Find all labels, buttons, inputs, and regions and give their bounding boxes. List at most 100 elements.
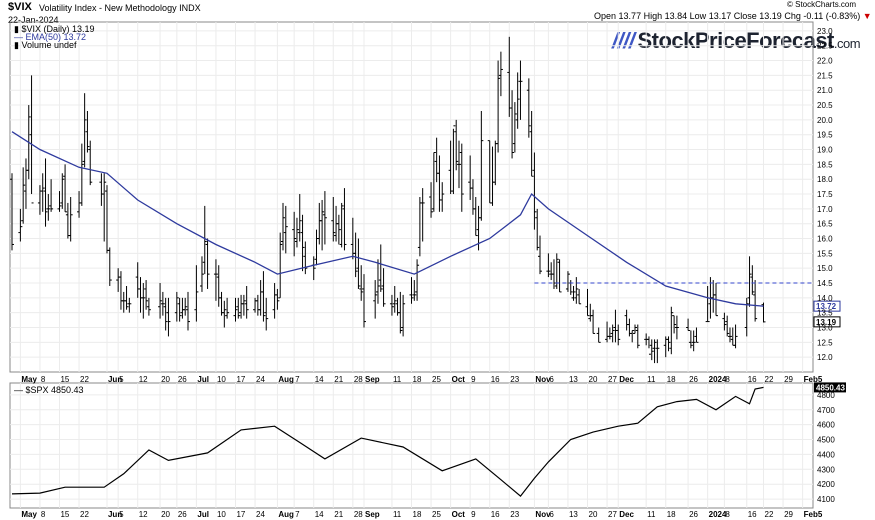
- stockcharts-credit: © StockCharts.com: [787, 0, 857, 9]
- vix-x-tick-label: 24: [256, 375, 265, 384]
- spx-y-tick-label: 4500: [817, 436, 835, 445]
- vix-y-tick-label: 20.5: [817, 101, 833, 110]
- ohlc-bar: [546, 253, 551, 278]
- ohlc-bar: [727, 327, 732, 343]
- ohlc-bar: [429, 182, 434, 218]
- spx-x-tick-label: 11: [393, 510, 402, 519]
- spx-line-group: 4850.43: [11, 382, 846, 497]
- ohlc-bar: [551, 259, 556, 289]
- ohlc-bar: [577, 288, 582, 305]
- ohlc-bar: [451, 125, 456, 195]
- spx-y-tick-label: 4800: [817, 391, 835, 400]
- spx-x-tick-label: 23: [510, 510, 519, 519]
- legend-ema: — EMA(50) 13.72: [14, 32, 87, 42]
- ohlc-bar: [194, 265, 199, 322]
- vix-x-tick-label: 14: [315, 375, 324, 384]
- ohlc-bar: [674, 315, 679, 340]
- ohlc-bar: [468, 155, 473, 200]
- spx-x-tick-label: Aug: [278, 510, 294, 519]
- vix-x-tick-label: 22: [80, 375, 89, 384]
- ohlc-bar: [409, 277, 414, 304]
- vix-y-tick-label: 17.5: [817, 190, 833, 199]
- ohlc-bar: [233, 297, 238, 322]
- spx-x-tick-label: 10: [217, 510, 226, 519]
- ohlc-bar: [373, 280, 378, 319]
- ohlc-bar: [264, 297, 269, 331]
- ohlc-bar: [479, 110, 484, 221]
- ohlc-bar: [610, 324, 615, 343]
- vix-y-tick-label: 18.0: [817, 175, 833, 184]
- ohlc-bar: [515, 72, 520, 129]
- ohlc-bar: [272, 283, 277, 319]
- vix-x-tick-label: 10: [217, 375, 226, 384]
- vix-y-tick-label: 17.0: [817, 205, 833, 214]
- spx-x-tick-label: 7: [295, 510, 300, 519]
- vix-y-tick-label: 15.0: [817, 264, 833, 273]
- ohlc-bar: [275, 288, 280, 310]
- ohlc-bar: [104, 185, 109, 254]
- ohlc-bar: [666, 336, 671, 352]
- vix-y-tick-label: 12.5: [817, 338, 833, 347]
- vix-y-tick-label: 18.5: [817, 160, 833, 169]
- ohlc-bar: [591, 309, 596, 334]
- ohlc-bar: [339, 202, 344, 248]
- vix-x-tick-label: 27: [608, 375, 617, 384]
- spx-y-tick-label: 4200: [817, 480, 835, 489]
- vix-x-tick-label: 15: [60, 375, 69, 384]
- vix-x-tick-label: 9: [471, 375, 476, 384]
- spx-x-tick-label: 29: [784, 510, 793, 519]
- chart-name: Volatility Index - New Methodology INDX: [39, 3, 201, 13]
- spx-x-tick-label: 14: [315, 510, 324, 519]
- ohlc-bar: [225, 297, 230, 319]
- ohlc-bar: [473, 197, 478, 237]
- spx-x-tick-label: Sep: [365, 510, 380, 519]
- spx-x-tick-label: 16: [491, 510, 500, 519]
- vix-x-tick-label: 7: [295, 375, 300, 384]
- ohlc-bar: [10, 173, 14, 251]
- spx-x-tick-label: 2024: [709, 510, 727, 519]
- ohlc-bar: [43, 158, 48, 227]
- spx-x-tick-label: 11: [647, 510, 656, 519]
- ohlc-bar: [353, 232, 358, 278]
- ohlc-bar: [454, 119, 459, 171]
- ohlc-bar: [688, 330, 693, 349]
- vix-y-tick-label: 22.0: [817, 57, 833, 66]
- vix-x-tick-label: 18: [413, 375, 422, 384]
- ohlc-bar: [518, 60, 523, 120]
- ohlc-bar: [68, 197, 73, 242]
- vix-x-tick-label: 25: [432, 375, 441, 384]
- ohlc-bar: [568, 280, 573, 295]
- ohlc-bar: [278, 232, 283, 299]
- vix-x-tick-label: 26: [689, 375, 698, 384]
- ohlc-bar: [635, 324, 640, 349]
- logo-text: StockPriceForecast: [637, 28, 834, 53]
- ohlc-bar: [574, 277, 579, 304]
- ohlc-bar: [672, 315, 677, 334]
- vix-x-tick-label: Oct: [452, 375, 466, 384]
- ohlc-bar: [747, 256, 752, 307]
- spx-x-tick-label: 20: [589, 510, 598, 519]
- vix-x-tick-label: Feb5: [804, 375, 823, 384]
- ohlc-bar: [135, 262, 140, 298]
- vix-value-tag-label: 13.19: [816, 318, 837, 327]
- ohlc-bar: [375, 259, 380, 304]
- spx-x-tick-label: 15: [60, 510, 69, 519]
- ohlc-bar: [107, 247, 112, 286]
- ohlc-bar: [417, 197, 422, 257]
- ohlc-bar: [63, 164, 68, 213]
- ohlc-bar: [526, 78, 531, 138]
- ohlc-bar: [557, 259, 562, 293]
- chart-date: 22-Jan-2024: [8, 15, 59, 25]
- ohlc-bar: [124, 285, 129, 310]
- spx-x-tick-label: 20: [161, 510, 170, 519]
- spx-x-tick-label: Feb5: [804, 510, 823, 519]
- ohlc-bar: [691, 330, 696, 352]
- ohlc-bar: [160, 291, 165, 316]
- ohlc-bar: [29, 75, 34, 204]
- ohlc-bar: [163, 297, 168, 331]
- ohlc-bar: [21, 167, 26, 224]
- ohlc-bar: [538, 235, 543, 275]
- vix-y-tick-label: 12.0: [817, 353, 833, 362]
- spx-x-tick-label: 9: [471, 510, 476, 519]
